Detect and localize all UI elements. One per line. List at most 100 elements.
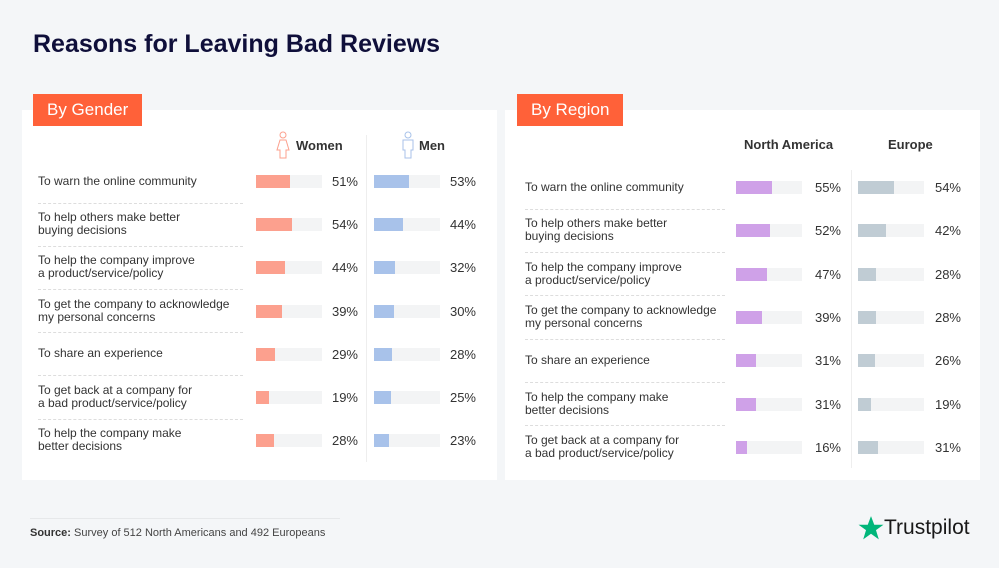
series-header: North America — [744, 137, 834, 152]
data-label: 19% — [331, 390, 358, 405]
data-label: 51% — [331, 174, 358, 189]
source-label: Source: — [30, 527, 71, 539]
bar-track — [736, 181, 802, 194]
category-label-line: To help the company make — [525, 389, 669, 404]
data-label: 53% — [449, 174, 476, 189]
row-separator — [38, 375, 243, 377]
data-label: 44% — [331, 260, 358, 276]
series-header: Men — [419, 138, 445, 153]
data-label: 16% — [814, 439, 841, 455]
bar-track — [858, 397, 924, 411]
bar-track — [858, 267, 924, 281]
gender-panel — [22, 110, 497, 480]
category-label-line: To help others make better — [38, 210, 181, 225]
row-separator — [525, 295, 725, 297]
woman-icon — [276, 131, 290, 159]
category-label: To get back at a company for a bad produc… — [525, 433, 679, 460]
bar — [374, 218, 404, 232]
data-label: 54% — [331, 217, 358, 233]
category-label-line: my personal concerns — [525, 315, 643, 330]
bar-track — [858, 181, 924, 194]
category-label-line: my personal concerns — [38, 309, 156, 324]
category-label-line: buying decisions — [38, 223, 127, 238]
category-label: To help others make better buying decisio… — [525, 217, 667, 243]
category-label-line: better decisions — [525, 402, 610, 417]
row-separator — [38, 289, 243, 290]
page-title: Reasons for Leaving Bad Reviews — [33, 30, 441, 58]
data-label: 55% — [814, 180, 841, 195]
bar — [256, 347, 276, 361]
bar-track — [374, 218, 440, 232]
data-label: 28% — [934, 266, 961, 282]
data-label: 39% — [331, 303, 358, 319]
category-label: To help the company improve a product/ser… — [525, 259, 682, 287]
source-note: Source: Survey of 512 North Americans an… — [30, 527, 325, 539]
row-separator — [525, 381, 725, 383]
bar-track — [736, 310, 802, 324]
category-label-line: To share an experience — [525, 352, 650, 367]
bar — [736, 267, 768, 281]
data-label: 26% — [934, 353, 961, 369]
data-label: 30% — [449, 303, 476, 319]
bar — [374, 391, 391, 404]
bar — [736, 440, 747, 454]
bar-track — [736, 397, 802, 411]
bar — [374, 175, 409, 188]
bar-track — [374, 391, 440, 404]
category-label-line: To get back at a company for — [38, 383, 193, 397]
bar-track — [256, 175, 322, 188]
bar — [858, 181, 894, 194]
man-icon — [402, 131, 414, 159]
category-label-line: To help the company improve — [525, 259, 682, 274]
column-divider — [366, 135, 367, 462]
bar-track — [736, 354, 802, 368]
category-label: To get the company to acknowledge my pers… — [38, 297, 229, 324]
data-label: 31% — [814, 353, 841, 369]
bar-track — [736, 267, 802, 281]
bar-track — [858, 354, 924, 368]
bar — [256, 304, 282, 318]
data-label: 25% — [449, 390, 476, 405]
bar — [736, 310, 762, 324]
star-icon — [858, 516, 884, 540]
source-text: Survey of 512 North Americans and 492 Eu… — [74, 527, 326, 539]
category-label: To share an experience — [525, 352, 650, 367]
category-label: To help the company make better decisions — [525, 389, 669, 417]
bar-track — [374, 261, 440, 275]
bar-track — [374, 434, 440, 448]
row-separator — [38, 202, 243, 204]
category-label-line: better decisions — [38, 439, 123, 454]
bar-track — [256, 261, 322, 275]
bar — [858, 440, 879, 454]
row-separator — [38, 245, 243, 247]
bar — [256, 175, 290, 188]
row-separator — [38, 418, 243, 420]
bar — [736, 397, 757, 411]
bar — [374, 304, 394, 318]
row-separator — [38, 332, 243, 334]
data-label: 28% — [331, 433, 358, 449]
row-separator — [525, 338, 725, 340]
data-label: 54% — [934, 180, 961, 195]
category-label: To help the company improve a product/ser… — [38, 254, 195, 280]
series-header: Women — [296, 138, 343, 153]
category-label-line: To get the company to acknowledge — [525, 302, 717, 317]
data-label: 47% — [814, 266, 841, 282]
logo-text: Trustpilot — [884, 516, 970, 539]
bar-track — [374, 347, 440, 361]
category-label-line: a product/service/policy — [38, 266, 164, 281]
data-label: 23% — [449, 433, 476, 449]
bar — [374, 347, 393, 361]
data-label: 42% — [934, 223, 961, 239]
region-panel — [505, 110, 980, 480]
column-divider — [851, 170, 852, 468]
bar — [736, 181, 773, 194]
bar — [858, 267, 877, 281]
bar-track — [256, 218, 322, 232]
bar-track — [736, 224, 802, 238]
bar-track — [858, 224, 924, 238]
row-separator — [525, 425, 725, 427]
category-label: To get back at a company for a bad produc… — [38, 384, 192, 410]
category-label-line: To help the company make — [38, 426, 182, 441]
